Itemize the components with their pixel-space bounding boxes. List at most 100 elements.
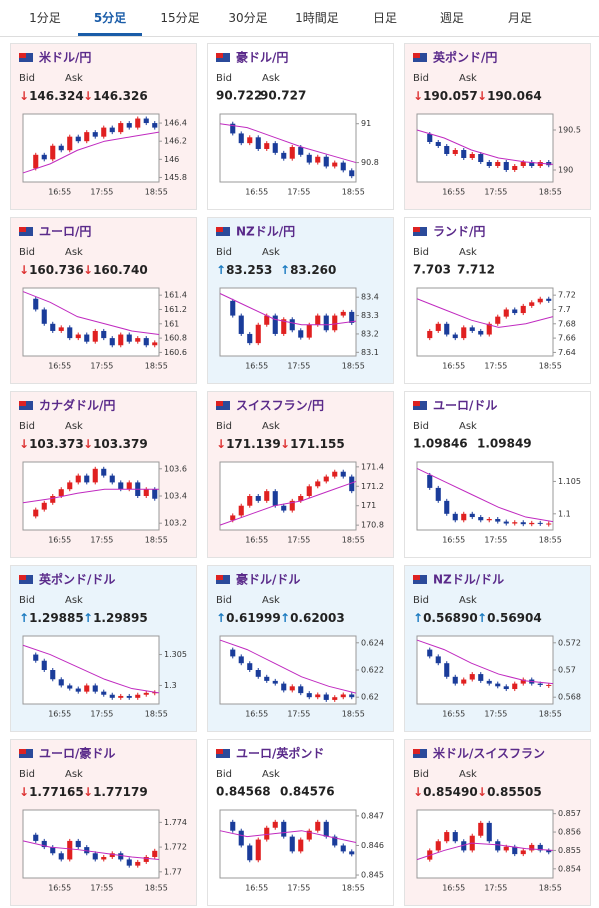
quote-card[interactable]: 英ポンド/円 Bid Ask ↓190.057 ↓190.064 190 190.5 16:5… — [404, 43, 591, 210]
candle — [529, 844, 535, 851]
candle — [332, 162, 338, 167]
tab[interactable]: 週足 — [439, 11, 464, 25]
candle — [126, 482, 132, 490]
candle — [520, 522, 526, 525]
x-tick-label: 18:55 — [342, 536, 365, 545]
tab[interactable]: 15分足 — [160, 11, 200, 25]
candle — [41, 840, 47, 848]
candle — [435, 487, 441, 501]
ask-value: ↓190.064 — [477, 89, 542, 103]
candle — [315, 821, 321, 831]
candle — [75, 840, 81, 848]
quote-card[interactable]: NZドル/円 Bid Ask ↑83.253 ↑83.260 83.1 83.2 83.3 83… — [207, 217, 394, 384]
mini-chart: カナダドル/円 Bid Ask ↓103.373 ↓103.379 103.2 103.4 1… — [19, 398, 187, 545]
candle — [67, 136, 73, 151]
candle — [101, 127, 107, 137]
ask-label: Ask — [459, 769, 477, 780]
candle — [75, 475, 81, 483]
tab[interactable]: 1分足 — [29, 11, 61, 25]
mini-chart: スイスフラン/円 Bid Ask ↓171.139 ↓171.155 170.8 171 17… — [216, 399, 384, 545]
candle — [143, 489, 149, 496]
moving-average — [416, 298, 554, 328]
candle — [238, 505, 244, 516]
candle — [340, 694, 346, 698]
y-tick-label: 0.845 — [361, 871, 384, 880]
y-tick-label: 7.7 — [558, 305, 571, 314]
y-tick-label: 103.2 — [164, 519, 187, 528]
candle — [255, 324, 261, 344]
tab[interactable]: 日足 — [372, 11, 397, 25]
y-tick-label: 0.622 — [361, 666, 384, 675]
y-tick-label: 160.8 — [164, 334, 187, 343]
candle — [92, 853, 98, 860]
quote-card[interactable]: ユーロ/英ポンド Bid Ask 0.84568 0.84576 0.845 0.846 0.… — [207, 739, 394, 906]
candle — [118, 334, 124, 346]
x-tick-label: 17:55 — [287, 362, 310, 371]
quote-card[interactable]: 英ポンド/ドル Bid Ask ↑1.29885 ↑1.29895 1.3 1.305 16:… — [10, 565, 197, 732]
candle — [41, 309, 47, 324]
moving-average — [22, 291, 160, 336]
y-tick-label: 160.6 — [164, 348, 187, 357]
candle — [33, 834, 39, 841]
x-tick-label: 18:55 — [342, 884, 365, 893]
tab[interactable]: 30分足 — [228, 11, 268, 25]
quote-card[interactable]: 豪ドル/円 Bid Ask 90.722 90.727 90.8 91 16:55 17:55 1… — [207, 43, 394, 210]
quote-card[interactable]: 米ドル/円 Bid Ask ↓146.324 ↓146.326 145.8 146 146.2… — [10, 43, 197, 210]
moving-average — [416, 639, 554, 685]
x-tick-label: 16:55 — [442, 362, 465, 371]
y-tick-label: 91 — [361, 119, 371, 128]
candle — [58, 679, 64, 686]
quote-card[interactable]: ランド/円 Bid Ask 7.703 7.712 7.64 7.66 7.68 7.7 7.72… — [404, 217, 591, 384]
x-tick-label: 17:55 — [90, 536, 113, 545]
bid-label: Bid — [413, 421, 429, 432]
quote-card[interactable]: スイスフラン/円 Bid Ask ↓171.139 ↓171.155 170.8 171 17… — [207, 391, 394, 558]
mini-chart: 豪ドル/ドル Bid Ask ↑0.61999 ↑0.62003 0.62 0.622 0.6… — [216, 572, 384, 719]
candle — [118, 853, 124, 860]
plot-frame — [416, 287, 554, 357]
y-tick-label: 161.4 — [164, 291, 187, 300]
mini-chart: NZドル/円 Bid Ask ↑83.253 ↑83.260 83.1 83.2 83.3 83… — [216, 225, 379, 371]
y-tick-label: 145.8 — [164, 173, 187, 182]
candle — [435, 656, 441, 664]
candle — [503, 309, 509, 317]
y-tick-label: 146 — [164, 155, 179, 164]
quote-card[interactable]: ユーロ/豪ドル Bid Ask ↓1.77165 ↓1.77179 1.77 1.772 1.… — [10, 739, 197, 906]
candle — [332, 836, 338, 846]
candle — [126, 859, 132, 866]
mini-chart: 英ポンド/ドル Bid Ask ↑1.29885 ↑1.29895 1.3 1.305 16:… — [19, 572, 187, 719]
candle — [537, 522, 543, 524]
candle — [520, 162, 526, 166]
x-tick-label: 18:55 — [342, 710, 365, 719]
candle — [486, 822, 492, 842]
tab[interactable]: 5分足 — [78, 0, 142, 36]
bid-value: 0.84568 — [216, 785, 271, 799]
tab[interactable]: 1時間足 — [295, 11, 339, 25]
candle — [126, 695, 132, 698]
flag — [19, 401, 26, 406]
quote-card[interactable]: カナダドル/円 Bid Ask ↓103.373 ↓103.379 103.2 103.4 1… — [10, 391, 197, 558]
flag — [413, 401, 420, 406]
quote-card[interactable]: ユーロ/円 Bid Ask ↓160.736 ↓160.740 160.6 160.8 161… — [10, 217, 197, 384]
x-tick-label: 17:55 — [484, 710, 507, 719]
candle — [306, 830, 312, 840]
flag — [216, 227, 223, 232]
quote-card[interactable]: NZドル/ドル Bid Ask ↑0.56890 ↑0.56904 0.568 0.57 0.… — [404, 565, 591, 732]
quote-card[interactable]: 米ドル/スイスフラン Bid Ask ↓0.85490 ↓0.85505 0.854 0.8… — [404, 739, 591, 906]
bid-label: Bid — [216, 73, 232, 84]
candle — [349, 694, 355, 698]
y-tick-label: 146.2 — [164, 137, 187, 146]
candle — [537, 298, 543, 303]
flag — [19, 53, 26, 58]
candle — [529, 162, 535, 166]
quote-card[interactable]: 豪ドル/ドル Bid Ask ↑0.61999 ↑0.62003 0.62 0.622 0.6… — [207, 565, 394, 732]
candle — [469, 674, 475, 680]
candle — [281, 152, 287, 159]
tab[interactable]: 月足 — [507, 11, 532, 25]
y-tick-label: 0.57 — [558, 666, 576, 675]
candle — [340, 845, 346, 852]
quote-card[interactable]: ユーロ/ドル Bid Ask 1.09846 1.09849 1.1 1.105 16:55 1… — [404, 391, 591, 558]
candle — [452, 676, 458, 684]
candle — [84, 847, 90, 854]
candle — [272, 680, 278, 684]
